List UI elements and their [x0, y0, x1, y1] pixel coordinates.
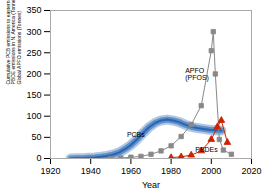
- svg-text:1980: 1980: [161, 166, 181, 176]
- svg-text:100: 100: [26, 111, 41, 121]
- svg-text:300: 300: [26, 27, 41, 37]
- svg-text:2000: 2000: [201, 166, 221, 176]
- svg-text:1940: 1940: [81, 166, 101, 176]
- svg-text:1960: 1960: [121, 166, 141, 176]
- svg-text:0: 0: [36, 153, 41, 163]
- svg-text:Cumulative PCB emissions to ea: Cumulative PCB emissions to eastern N. A…: [5, 0, 22, 85]
- svg-text:150: 150: [26, 90, 41, 100]
- svg-text:Year: Year: [142, 180, 160, 190]
- svg-text:APFO(PFOS): APFO(PFOS): [185, 67, 209, 82]
- svg-text:50: 50: [31, 132, 41, 142]
- svg-text:2020: 2020: [241, 166, 261, 176]
- svg-text:250: 250: [26, 48, 41, 58]
- svg-text:350: 350: [26, 5, 41, 15]
- svg-text:PBDEs: PBDEs: [195, 146, 218, 153]
- svg-text:200: 200: [26, 69, 41, 79]
- svg-text:PCBs: PCBs: [127, 131, 145, 138]
- svg-text:1920: 1920: [40, 166, 60, 176]
